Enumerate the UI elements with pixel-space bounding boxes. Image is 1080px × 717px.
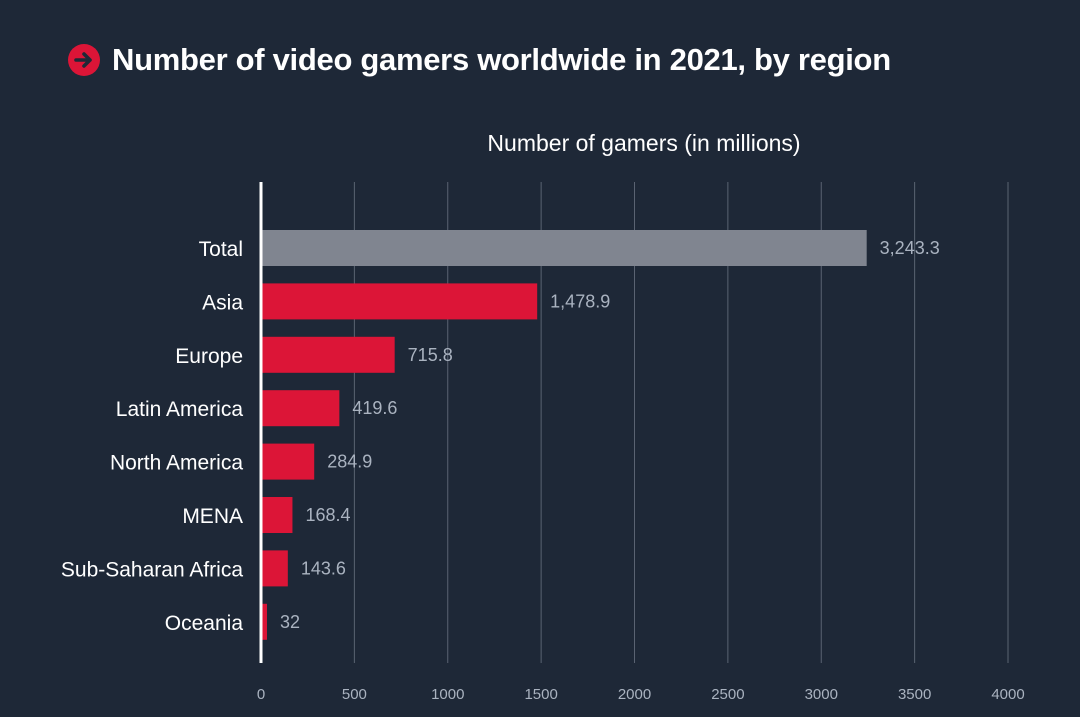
x-tick-label: 3000 xyxy=(805,686,838,703)
value-labels: 3,243.3 1,478.9 715.8 419.6 284.9 168.4 143.6 3… xyxy=(280,238,940,632)
value-label: 3,243.3 xyxy=(880,238,940,258)
x-tick-label: 2000 xyxy=(618,686,651,703)
bar-europe xyxy=(261,336,395,373)
category-labels: Total Asia Europe Latin America North Americ… xyxy=(61,238,243,635)
bar-sub-saharan-africa xyxy=(261,550,288,587)
category-label: MENA xyxy=(182,505,243,528)
bar-north-america xyxy=(261,443,315,480)
category-label: Asia xyxy=(202,291,243,314)
x-tick-label: 3500 xyxy=(898,686,931,703)
x-tick-label: 2500 xyxy=(711,686,744,703)
chart-title-wrap: Number of video gamers worldwide in 2021… xyxy=(68,40,891,80)
bar-latin-america xyxy=(261,390,340,427)
x-tick-label: 4000 xyxy=(991,686,1024,703)
bar-oceania xyxy=(261,603,267,640)
x-axis-label: Number of gamers (in millions) xyxy=(487,130,800,156)
value-label: 32 xyxy=(280,612,300,632)
bar-mena xyxy=(261,497,293,533)
value-label: 143.6 xyxy=(301,558,346,578)
x-tick-label: 0 xyxy=(257,686,265,703)
value-label: 1,478.9 xyxy=(550,291,610,311)
bar-total xyxy=(261,230,867,266)
x-tick-label: 500 xyxy=(342,686,367,703)
value-label: 715.8 xyxy=(408,345,453,365)
x-tick-label: 1500 xyxy=(524,686,557,703)
category-label: North America xyxy=(110,452,243,475)
chart-title: Number of video gamers worldwide in 2021… xyxy=(112,42,891,77)
category-label: Latin America xyxy=(116,398,244,421)
category-label: Oceania xyxy=(165,612,244,635)
category-label: Total xyxy=(199,238,243,261)
value-label: 168.4 xyxy=(305,505,350,525)
arrow-right-circle-icon xyxy=(68,44,100,76)
category-label: Sub-Saharan Africa xyxy=(61,558,243,581)
bar-asia xyxy=(261,283,538,320)
value-label: 419.6 xyxy=(352,398,397,418)
x-tick-labels: 0 500 1000 1500 2000 2500 3000 3500 4000 xyxy=(257,686,1025,703)
x-tick-label: 1000 xyxy=(431,686,464,703)
bars xyxy=(261,230,867,640)
category-label: Europe xyxy=(175,345,243,368)
value-label: 284.9 xyxy=(327,452,372,472)
